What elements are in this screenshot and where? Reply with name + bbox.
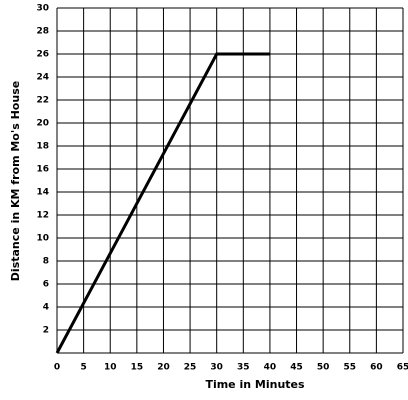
y-tick-label: 6 [43,280,49,290]
x-tick-label: 15 [131,363,144,373]
x-tick-label: 50 [317,363,330,373]
x-tick-label: 60 [370,363,383,373]
x-tick-label: 5 [80,363,86,373]
x-tick-label: 55 [344,363,357,373]
x-tick-label: 45 [290,363,303,373]
y-tick-label: 10 [36,234,49,244]
y-tick-label: 30 [36,4,49,14]
y-tick-label: 14 [36,188,49,198]
y-tick-label: 24 [36,73,49,83]
y-tick-label: 22 [36,96,49,106]
y-tick-label: 20 [36,119,49,129]
data-line [55,52,270,354]
x-tick-label: 35 [237,363,250,373]
y-tick-label: 26 [36,50,49,60]
y-tick-label: 18 [36,142,49,152]
x-tick-label: 65 [397,363,408,373]
y-tick-label: 8 [43,257,49,267]
x-axis-label: Time in Minutes [205,378,305,391]
x-tick-label: 40 [264,363,277,373]
y-axis-label: Distance in KM from Mo's House [9,81,22,281]
x-tick-label: 25 [184,363,197,373]
y-tick-label: 4 [43,303,49,313]
y-tick-label: 12 [36,211,49,221]
y-tick-label: 16 [36,165,49,175]
x-tick-label: 30 [210,363,223,373]
x-tick-label: 0 [54,363,60,373]
y-tick-label: 28 [36,27,49,37]
x-tick-label: 20 [157,363,170,373]
y-tick-label: 2 [43,326,49,336]
x-tick-label: 10 [104,363,117,373]
